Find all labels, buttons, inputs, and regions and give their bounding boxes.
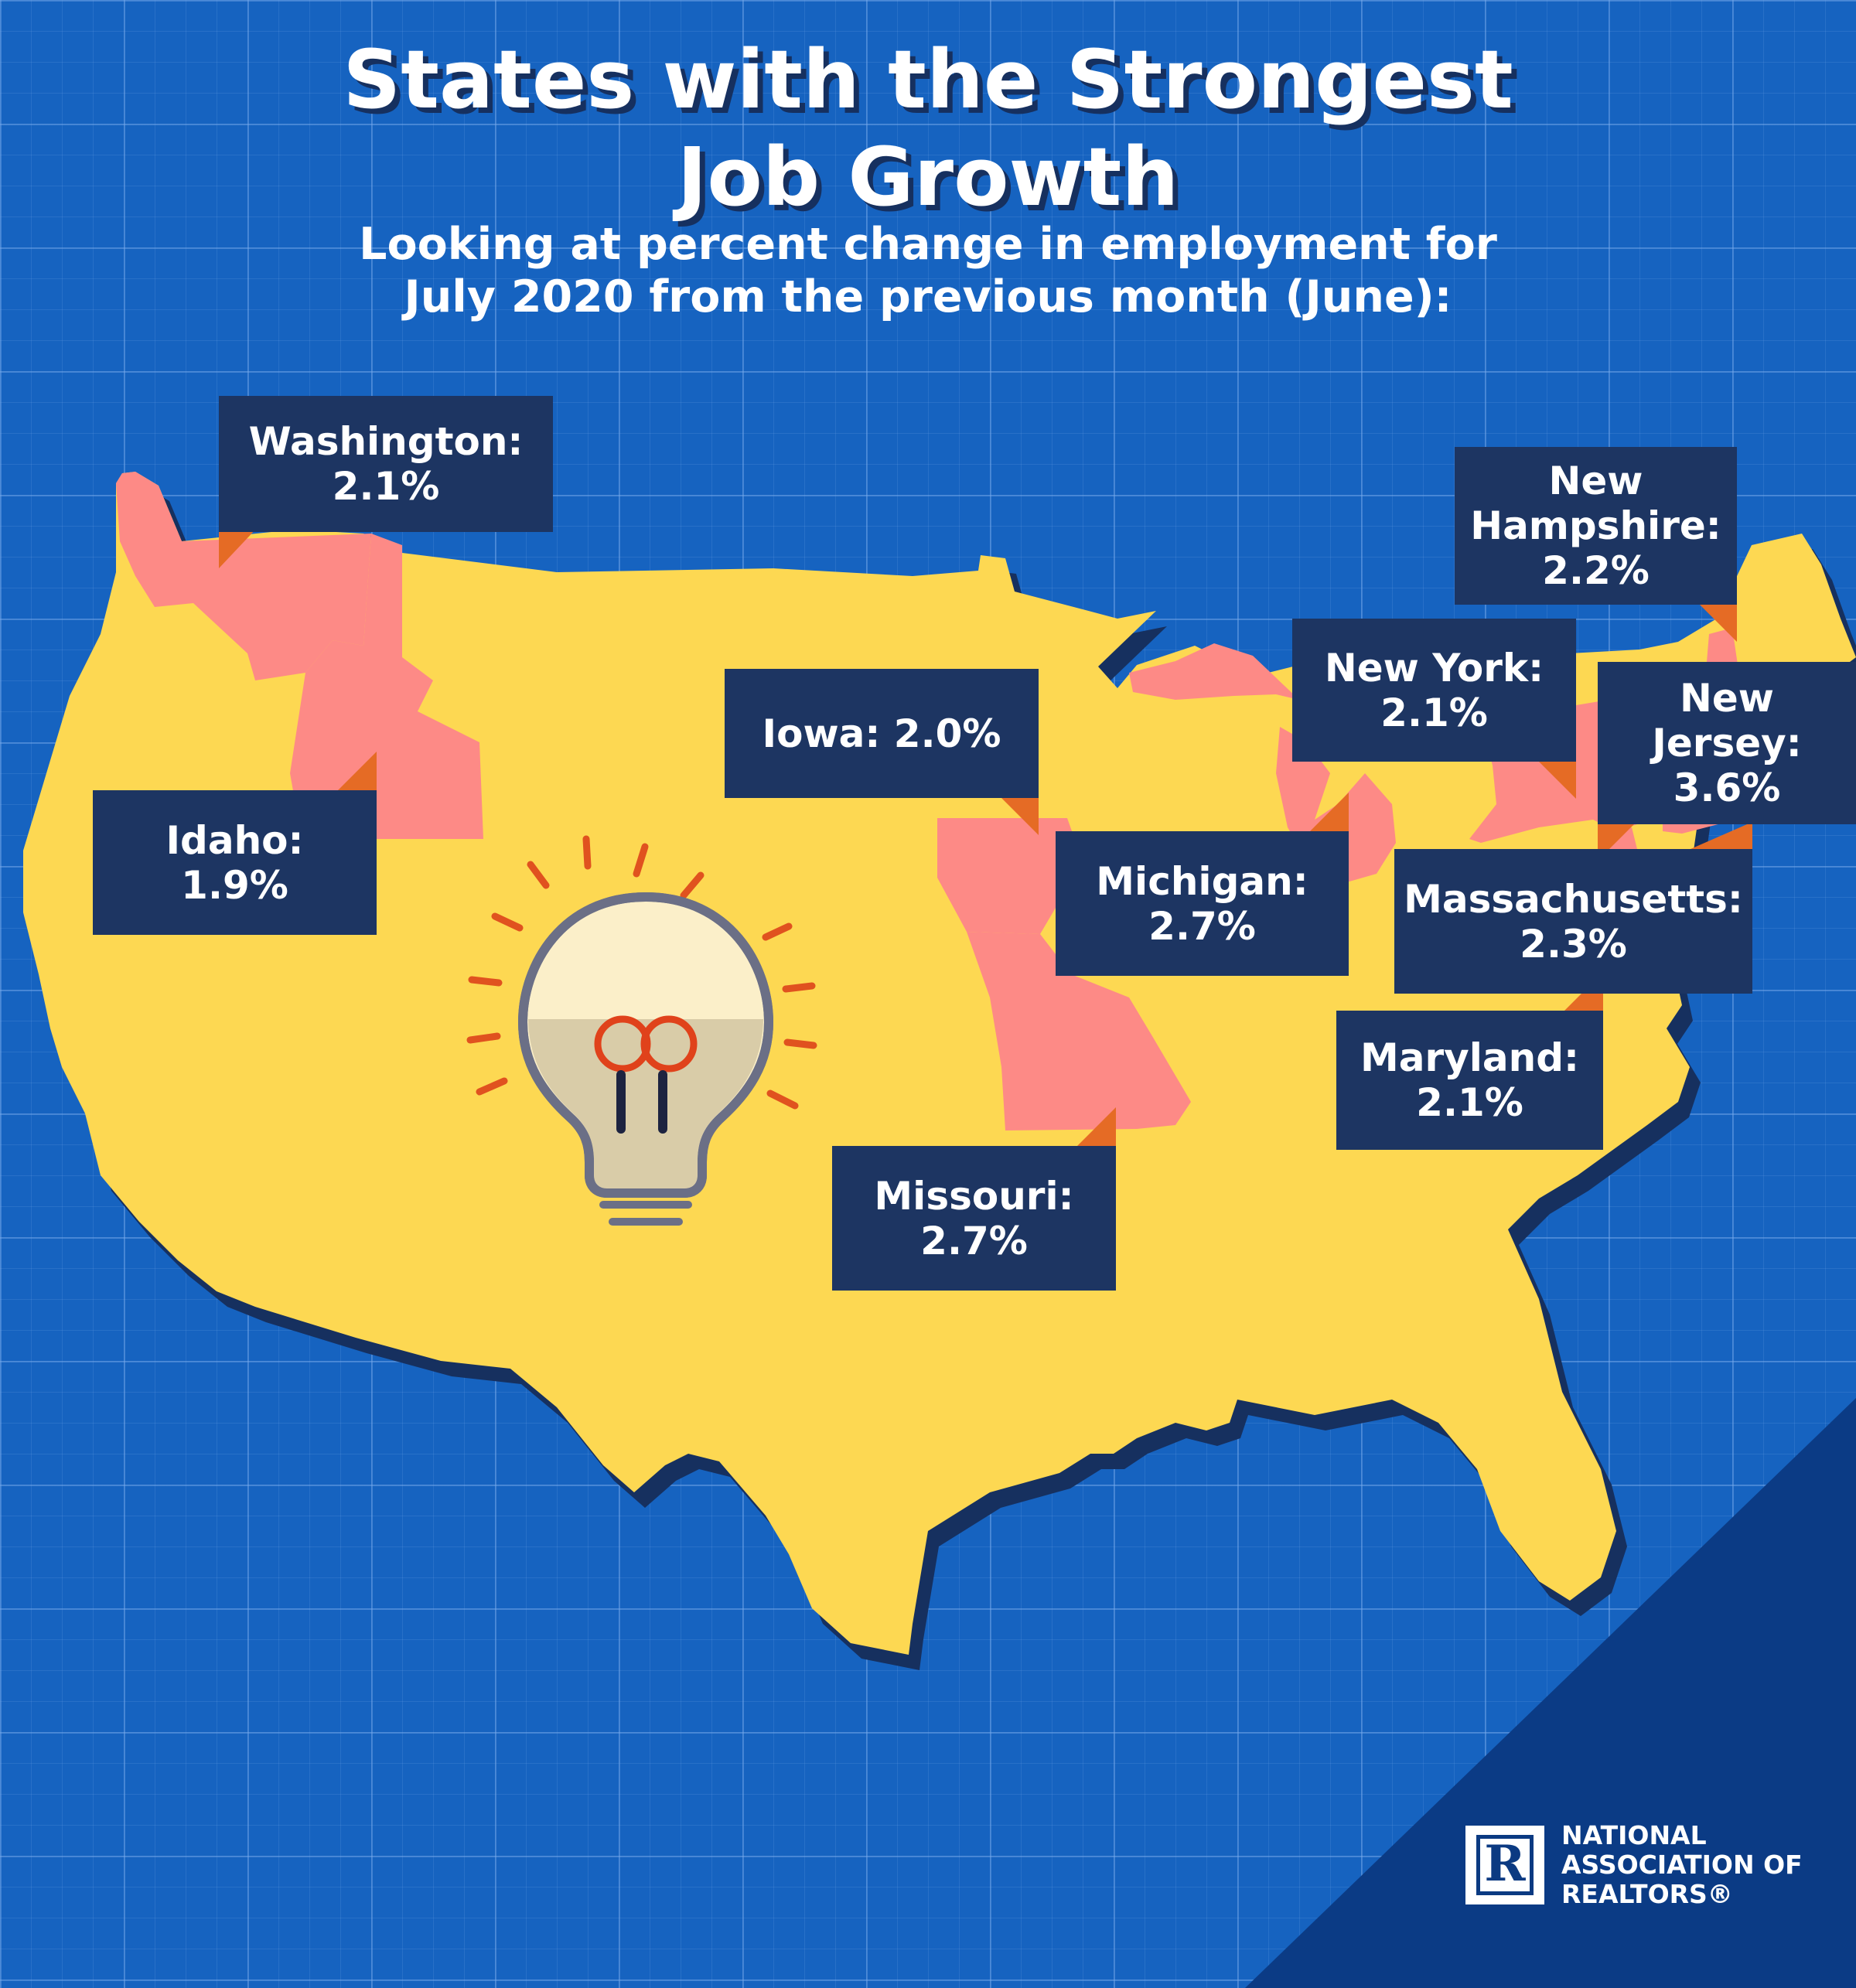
label-idaho: Idaho: 1.9% (93, 790, 377, 935)
infographic-subtitle: Looking at percent change in employment … (359, 219, 1497, 322)
label-iowa: Iowa: 2.0% (725, 669, 1039, 798)
pointer-iowa (1000, 796, 1039, 835)
realtor-r-mark-icon: R (1465, 1826, 1544, 1904)
nar-logo: R NATIONAL ASSOCIATION OF REALTORS® (1465, 1821, 1803, 1909)
label-michigan: Michigan: 2.7% (1056, 831, 1349, 976)
pointer-missouri (1077, 1107, 1116, 1146)
pointer-massachusetts (1691, 822, 1752, 849)
infographic-title: States with the Strongest Job Growth (343, 32, 1513, 224)
state-iowa (937, 818, 1079, 934)
us-mainland (23, 472, 1856, 1655)
state-michigan-upper (1129, 643, 1299, 700)
pointer-new-hampshire (1698, 603, 1737, 642)
label-new-york: New York: 2.1% (1292, 619, 1576, 762)
pointer-idaho (338, 752, 377, 790)
label-new-jersey: New Jersey: 3.6% (1598, 662, 1856, 824)
logo-wordmark: NATIONAL ASSOCIATION OF REALTORS® (1561, 1820, 1803, 1909)
logo-mark-letter: R (1476, 1835, 1534, 1895)
pointer-michigan (1310, 793, 1349, 831)
label-massachusetts: Massachusetts: 2.3% (1394, 849, 1752, 994)
state-washington (116, 472, 371, 680)
label-washington: Washington: 2.1% (219, 396, 553, 532)
label-new-hampshire: New Hampshire: 2.2% (1455, 447, 1737, 605)
pointer-new-york (1537, 760, 1576, 799)
label-missouri: Missouri: 2.7% (832, 1146, 1116, 1291)
lightbulb-icon (466, 835, 817, 1226)
state-idaho (290, 534, 483, 839)
state-missouri (967, 932, 1191, 1130)
pointer-washington (219, 527, 258, 568)
label-maryland: Maryland: 2.1% (1336, 1011, 1603, 1150)
